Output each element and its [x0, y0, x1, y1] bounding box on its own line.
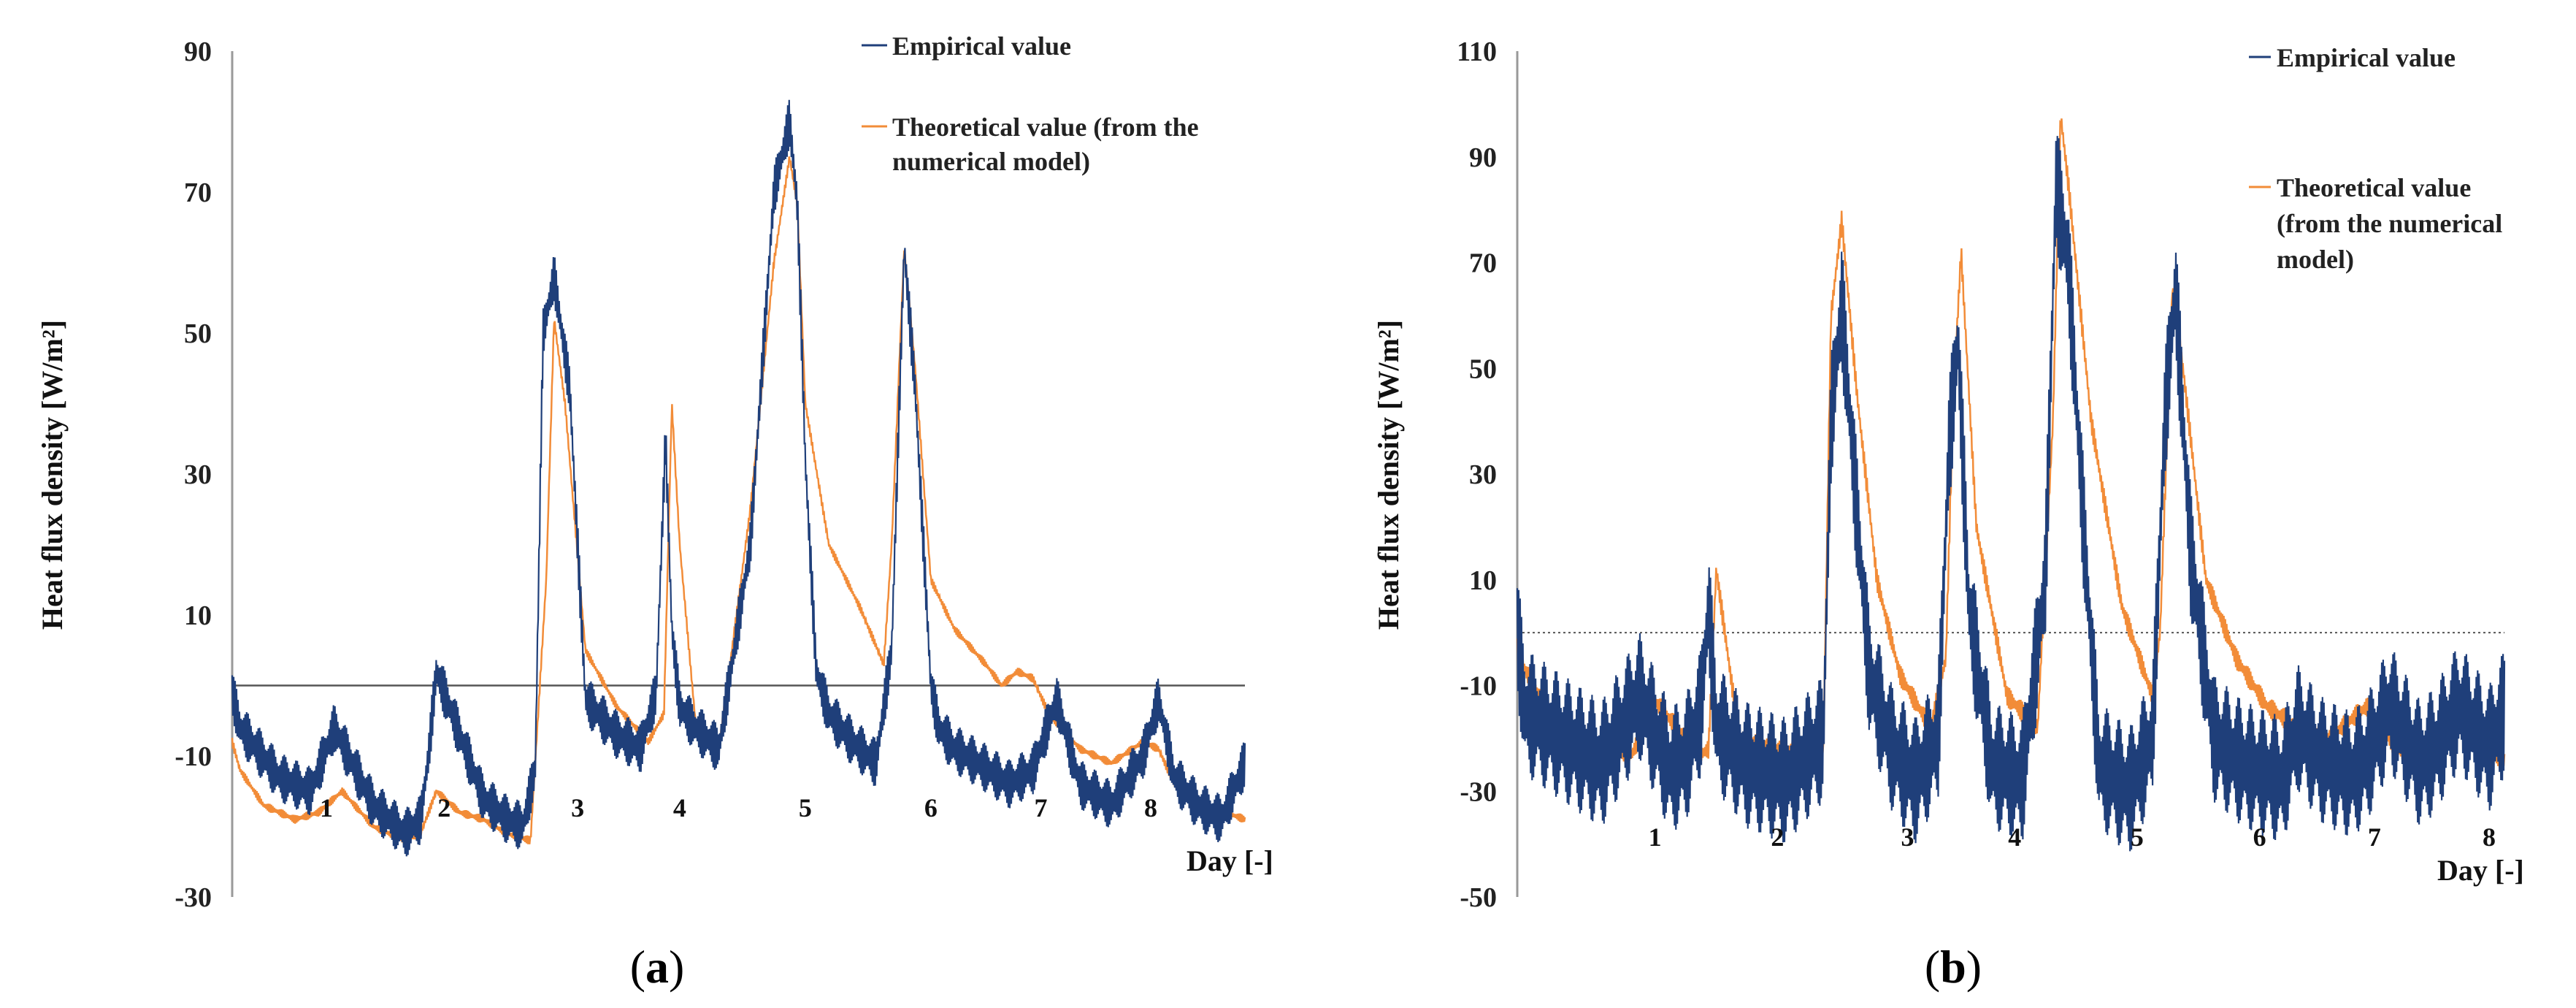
legend-label-empirical-b: Empirical value [2277, 43, 2456, 72]
day-label: 1 [1649, 822, 1662, 852]
day-label: 3 [1901, 822, 1914, 852]
day-label: 4 [2008, 822, 2021, 852]
legend-label-empirical-a: Empirical value [892, 31, 1071, 61]
day-label: 6 [924, 793, 938, 822]
theoretical-line-a [231, 156, 1246, 845]
y-tick-label: 30 [184, 459, 212, 490]
day-labels-a: 1 2 3 4 5 6 7 8 [320, 793, 1157, 822]
y-tick-label: 10 [1469, 565, 1497, 596]
panel-label-a-letter: a [645, 941, 669, 993]
y-tick-label: 70 [184, 177, 212, 208]
day-labels-b: 1 2 3 4 5 6 7 8 [1649, 822, 2496, 852]
day-label: 3 [571, 793, 584, 822]
empirical-line-b [1516, 136, 2506, 852]
panel-label-a: (a) [630, 941, 685, 993]
x-axis-label-a: Day [-] [1187, 844, 1273, 877]
legend-a: Empirical value Theoretical value (from … [862, 31, 1199, 176]
legend-b: Empirical value Theoretical value (from … [2249, 43, 2502, 274]
y-tick-label: 70 [1469, 248, 1497, 279]
y-tick-label: 50 [184, 318, 212, 349]
y-axis-label-a: Heat flux density [W/m²] [36, 320, 69, 630]
x-axis-label-b: Day [-] [2437, 854, 2524, 887]
empirical-line-a [231, 99, 1246, 857]
day-label: 5 [799, 793, 812, 822]
y-tick-label: 110 [1457, 37, 1497, 67]
day-label: 7 [2368, 822, 2381, 852]
y-tick-label: 90 [184, 37, 212, 67]
day-label: 6 [2253, 822, 2266, 852]
chart-panel-a: 90 70 50 30 10 -10 -30 1 2 3 4 5 6 7 8 Heat flux dens… [36, 31, 1273, 993]
panel-label-b-close: ) [1966, 941, 1982, 993]
y-tick-label: -50 [1460, 882, 1497, 913]
y-tick-label: -10 [1460, 671, 1497, 702]
legend-label-theoretical-b-line2: (from the numerical [2277, 209, 2502, 238]
day-label: 8 [2483, 822, 2496, 852]
legend-label-theoretical-b-line3: model) [2277, 245, 2354, 274]
y-tick-label: 50 [1469, 354, 1497, 384]
legend-label-theoretical-b: Theoretical value [2277, 173, 2471, 202]
chart-panel-b: 110 90 70 50 30 10 -10 -30 -50 1 2 3 4 5 6 7 8 Heat flu… [1372, 37, 2524, 993]
day-label: 1 [320, 793, 333, 822]
legend-label-theoretical-a-line2: numerical model) [892, 147, 1090, 176]
panel-label-a-close: ) [669, 941, 684, 993]
y-tick-label: 10 [184, 600, 212, 631]
panel-label-a-open: ( [630, 941, 645, 993]
panel-label-b: (b) [1925, 941, 1982, 993]
panel-label-b-open: ( [1925, 941, 1940, 993]
day-label: 2 [1771, 822, 1784, 852]
theoretical-line-b [1516, 118, 2506, 770]
legend-label-theoretical-a: Theoretical value (from the [892, 112, 1199, 142]
day-label: 7 [1034, 793, 1047, 822]
day-label: 8 [1144, 793, 1157, 822]
y-tick-label: -30 [175, 882, 212, 913]
day-label: 5 [2131, 822, 2144, 852]
y-tick-label: 30 [1469, 459, 1497, 490]
y-tick-label: -30 [1460, 776, 1497, 807]
day-label: 4 [673, 793, 686, 822]
day-label: 2 [437, 793, 451, 822]
y-tick-label: -10 [175, 741, 212, 772]
y-axis-label-b: Heat flux density [W/m²] [1372, 320, 1405, 630]
y-ticks-a: 90 70 50 30 10 -10 -30 [175, 37, 212, 913]
y-tick-label: 90 [1469, 142, 1497, 173]
y-ticks-b: 110 90 70 50 30 10 -10 -30 -50 [1457, 37, 1497, 913]
panel-label-b-letter: b [1940, 941, 1966, 993]
